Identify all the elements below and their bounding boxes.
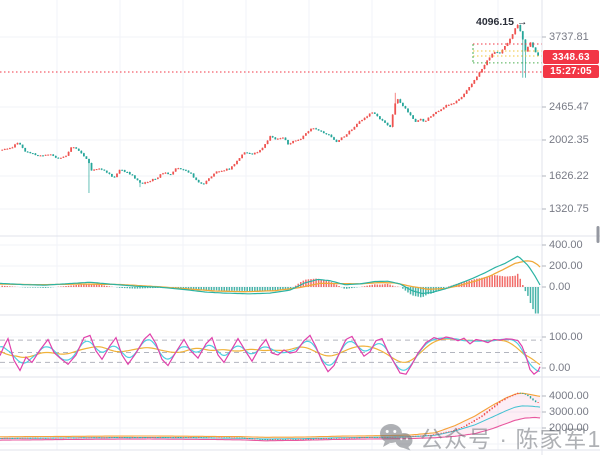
axis-label: 4000.00 [549,390,589,402]
axis-label: 3737.81 [549,31,589,43]
high-price-annotation: 4096.15 → [476,16,527,28]
axis-label: 3000.00 [549,406,589,418]
axis-label: 2002.35 [549,134,589,146]
axis-label: 0.00 [549,362,570,374]
wechat-icon [380,424,413,451]
current-price-badge: 3348.63 [543,50,599,64]
axis-label: 1626.22 [549,170,589,182]
watermark-text: 公众号 · 陈家军168 [420,426,600,452]
axis-label: 2465.47 [549,101,589,113]
kdj-layer [0,332,542,376]
axis-label: 400.00 [549,239,583,251]
watermark: 公众号 · 陈家军168 [379,420,600,454]
axis-label: 200.00 [549,260,583,272]
axis-label: 1320.75 [549,203,589,215]
current-price-value: 3348.63 [552,51,590,63]
high-price-value: 4096.15 [476,16,514,28]
countdown-badge: 15:27:05 [543,65,599,78]
scrollbar-thumb[interactable] [596,226,600,243]
countdown-value: 15:27:05 [550,66,592,77]
boll-layer [0,392,541,442]
arrow-right-icon: → [516,16,528,28]
candles-layer [1,24,539,193]
axis-label: 2000.00 [549,422,589,434]
axis-label: 0.00 [549,281,570,293]
axis-label: 100.00 [549,331,583,343]
macd-layer [0,255,541,314]
